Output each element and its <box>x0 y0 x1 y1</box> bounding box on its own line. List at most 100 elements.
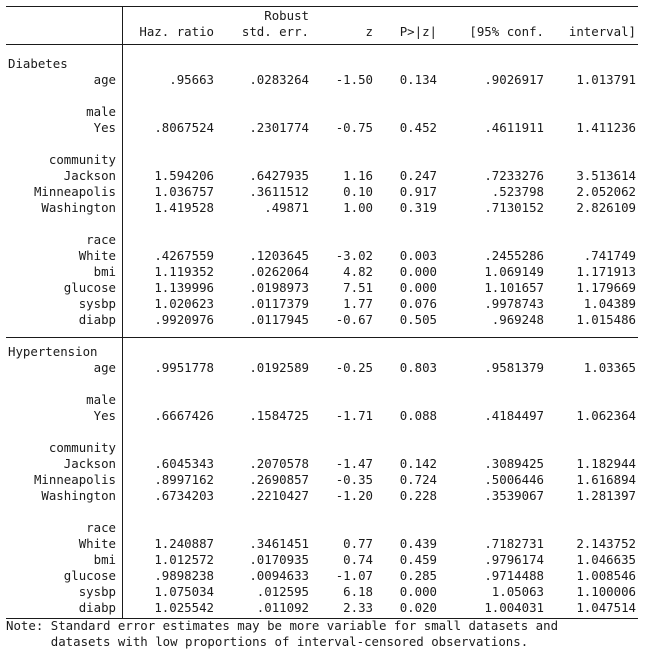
factor-heading-label: race <box>86 232 116 247</box>
row-spacer <box>6 136 638 152</box>
header-std-err: Robust <box>264 8 309 23</box>
ci-upper: 1.04389 <box>583 296 636 311</box>
std-err: .0117379 <box>249 296 309 311</box>
haz-ratio: 1.025542 <box>154 600 214 615</box>
haz-ratio: .95663 <box>169 72 214 87</box>
factor-heading: male <box>6 104 638 120</box>
std-err: .0283264 <box>249 72 309 87</box>
note-line-2: datasets with low proportions of interva… <box>6 634 529 649</box>
ci-lower: .4611911 <box>484 120 544 135</box>
z-stat: -0.75 <box>335 120 373 135</box>
ci-upper: 2.826109 <box>576 200 636 215</box>
haz-ratio: .8067524 <box>154 120 214 135</box>
ci-lower: .9026917 <box>484 72 544 87</box>
row-label: White <box>78 248 116 263</box>
table-row: glucose 1.139996 .0198973 7.51 0.000 1.101657… <box>6 280 638 296</box>
row-label: sysbp <box>78 584 116 599</box>
std-err: .0094633 <box>249 568 309 583</box>
row-label: Minneapolis <box>33 184 116 199</box>
row-label: White <box>78 536 116 551</box>
p-value: 0.134 <box>399 72 437 87</box>
ci-lower: .9796174 <box>484 552 544 567</box>
std-err: .49871 <box>264 200 309 215</box>
table-note: Note: Standard error estimates may be mo… <box>6 618 558 650</box>
z-stat: -1.20 <box>335 488 373 503</box>
z-stat: -0.35 <box>335 472 373 487</box>
ci-upper: 1.062364 <box>576 408 636 423</box>
z-stat: -1.50 <box>335 72 373 87</box>
table-row: diabp .9920976 .0117945 -0.67 0.505 .969248 1.… <box>6 312 638 328</box>
table-row: Washington .6734203 .2210427 -1.20 0.228 .353… <box>6 488 638 504</box>
header-row: Robust <box>6 8 638 24</box>
table-row: diabp 1.025542 .011092 2.33 0.020 1.004031 1.0… <box>6 600 638 616</box>
p-value: 0.020 <box>399 600 437 615</box>
header-rule <box>6 44 638 45</box>
std-err: .2070578 <box>249 456 309 471</box>
z-stat: 0.77 <box>343 536 373 551</box>
row-label: Yes <box>93 120 116 135</box>
factor-heading: race <box>6 520 638 536</box>
haz-ratio: 1.594206 <box>154 168 214 183</box>
table-row: Yes .6667426 .1584725 -1.71 0.088 .4184497 1.0… <box>6 408 638 424</box>
factor-heading-label: community <box>48 152 116 167</box>
ci-upper: 2.052062 <box>576 184 636 199</box>
ci-lower: .9978743 <box>484 296 544 311</box>
ci-lower: .7130152 <box>484 200 544 215</box>
haz-ratio: 1.139996 <box>154 280 214 295</box>
z-stat: -3.02 <box>335 248 373 263</box>
ci-upper: 1.616894 <box>576 472 636 487</box>
std-err: .0198973 <box>249 280 309 295</box>
z-stat: 4.82 <box>343 264 373 279</box>
header-ci-upper: interval] <box>568 24 636 39</box>
column-divider <box>122 6 123 619</box>
std-err: .1203645 <box>249 248 309 263</box>
ci-lower: .3089425 <box>484 456 544 471</box>
ci-lower: .7182731 <box>484 536 544 551</box>
ci-lower: 1.069149 <box>484 264 544 279</box>
section-name: Hypertension <box>8 344 98 359</box>
ci-upper: 1.046635 <box>576 552 636 567</box>
std-err: .2301774 <box>249 120 309 135</box>
table-row: sysbp 1.020623 .0117379 1.77 0.076 .9978743 1.… <box>6 296 638 312</box>
p-value: 0.000 <box>399 280 437 295</box>
z-stat: 1.00 <box>343 200 373 215</box>
haz-ratio: 1.240887 <box>154 536 214 551</box>
haz-ratio: .9951778 <box>154 360 214 375</box>
z-stat: -0.25 <box>335 360 373 375</box>
z-stat: 1.16 <box>343 168 373 183</box>
p-value: 0.505 <box>399 312 437 327</box>
std-err: .011092 <box>256 600 309 615</box>
top-rule <box>6 6 638 7</box>
ci-upper: 1.171913 <box>576 264 636 279</box>
ci-upper: 1.013791 <box>576 72 636 87</box>
ci-lower: 1.101657 <box>484 280 544 295</box>
p-value: 0.088 <box>399 408 437 423</box>
haz-ratio: .9898238 <box>154 568 214 583</box>
factor-heading-label: male <box>86 392 116 407</box>
row-spacer <box>6 376 638 392</box>
ci-upper: 1.03365 <box>583 360 636 375</box>
row-label: Jackson <box>63 456 116 471</box>
table-row: Jackson .6045343 .2070578 -1.47 0.142 .308942… <box>6 456 638 472</box>
regression-table: Robust Haz. ratio std. err. z P>|z| [95% conf… <box>6 6 638 619</box>
z-stat: 0.74 <box>343 552 373 567</box>
haz-ratio: .6667426 <box>154 408 214 423</box>
row-label: glucose <box>63 280 116 295</box>
factor-heading: community <box>6 152 638 168</box>
p-value: 0.000 <box>399 264 437 279</box>
std-err: .0170935 <box>249 552 309 567</box>
header-ci-lower: [95% conf. <box>469 24 544 39</box>
z-stat: 7.51 <box>343 280 373 295</box>
header-row: Haz. ratio std. err. z P>|z| [95% conf. inter… <box>6 24 638 40</box>
ci-upper: 1.281397 <box>576 488 636 503</box>
factor-heading-label: race <box>86 520 116 535</box>
note-line-1: Note: Standard error estimates may be mo… <box>6 618 559 633</box>
std-err: .012595 <box>256 584 309 599</box>
ci-lower: 1.004031 <box>484 600 544 615</box>
header-std-err: std. err. <box>241 24 309 39</box>
ci-upper: 1.179669 <box>576 280 636 295</box>
p-value: 0.803 <box>399 360 437 375</box>
table-row: bmi 1.012572 .0170935 0.74 0.459 .9796174 1.04… <box>6 552 638 568</box>
ci-lower: .5006446 <box>484 472 544 487</box>
z-stat: -1.07 <box>335 568 373 583</box>
